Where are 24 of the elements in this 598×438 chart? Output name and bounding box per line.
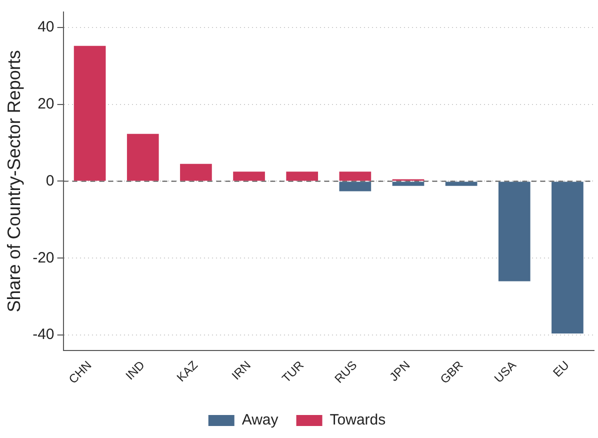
y-tick-label: 40 <box>38 18 54 36</box>
x-tick-label: IRN <box>228 358 254 383</box>
bar <box>74 46 106 181</box>
y-tick-label: -40 <box>32 326 54 344</box>
bar <box>180 164 212 181</box>
bar <box>392 182 424 186</box>
bar <box>286 172 318 181</box>
bar <box>445 182 478 186</box>
x-tick-label: EU <box>550 358 572 380</box>
legend-label: Towards <box>330 412 386 429</box>
legend-label: Away <box>242 412 279 429</box>
bar <box>339 182 372 192</box>
x-tick-label: USA <box>492 358 519 386</box>
y-tick-label: 20 <box>38 95 54 112</box>
y-tick-label: -20 <box>32 249 54 266</box>
bar <box>126 134 159 181</box>
bar <box>498 182 530 282</box>
y-axis-title: Share of Country-Sector Reports <box>4 50 24 312</box>
y-tick-label: 0 <box>46 172 54 190</box>
bar <box>339 172 372 181</box>
bar <box>552 182 584 334</box>
bar <box>233 172 265 181</box>
x-tick-label: TUR <box>279 358 307 386</box>
x-tick-label: IND <box>122 358 148 383</box>
